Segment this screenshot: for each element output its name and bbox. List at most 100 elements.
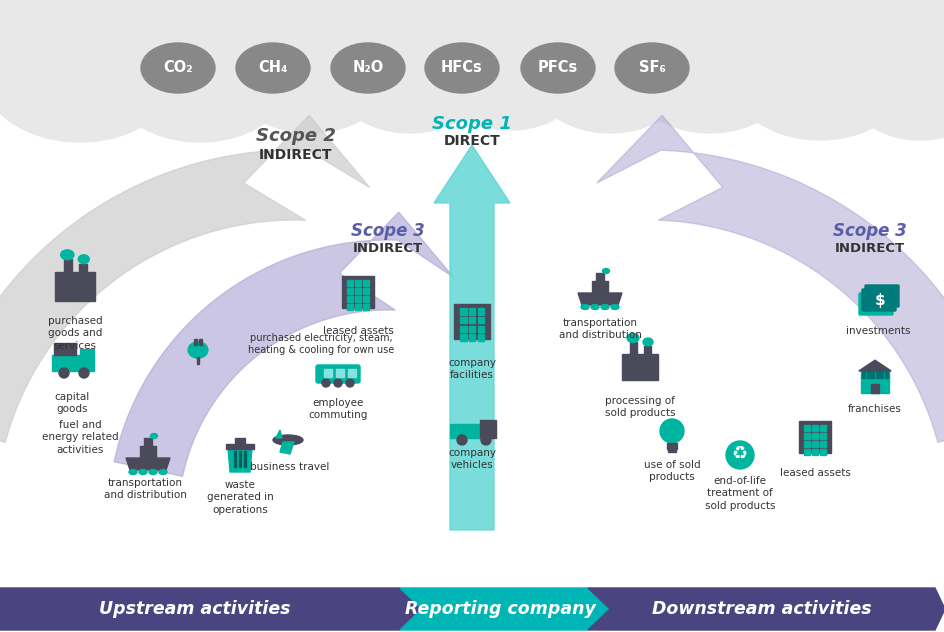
Ellipse shape [78,255,89,264]
Text: PFCs: PFCs [537,61,578,75]
Bar [880,371,882,378]
Text: ♻: ♻ [732,446,748,464]
Bar [449,424,480,438]
Text: use of sold
products: use of sold products [643,460,700,482]
Bar [336,369,344,377]
Circle shape [333,379,342,387]
Bar [866,371,868,378]
Text: purchased
goods and
services: purchased goods and services [47,316,102,351]
Bar [477,325,483,332]
Text: franchises: franchises [847,404,901,414]
Text: Scope 1: Scope 1 [431,115,512,133]
Bar [803,433,809,439]
Bar [477,334,483,341]
Polygon shape [596,115,944,442]
Bar [197,357,198,365]
Ellipse shape [839,10,944,140]
Text: DIRECT: DIRECT [443,134,499,148]
Ellipse shape [626,334,638,343]
Ellipse shape [521,0,677,90]
Bar [342,276,374,308]
Ellipse shape [236,43,310,93]
Bar [346,288,353,294]
Text: Upstream activities: Upstream activities [99,600,291,618]
Bar [799,421,830,453]
Text: INDIRECT: INDIRECT [259,148,332,162]
Ellipse shape [611,305,618,310]
Text: processing of
sold products: processing of sold products [604,396,675,418]
Text: waste
generated in
operations: waste generated in operations [207,480,273,515]
Ellipse shape [155,0,325,98]
Bar [347,369,356,377]
Text: investments: investments [845,326,909,336]
Ellipse shape [139,470,147,475]
Bar [591,281,607,294]
Ellipse shape [273,435,303,445]
Text: CH₄: CH₄ [258,61,287,75]
Bar [346,296,353,302]
Ellipse shape [188,342,208,358]
Text: CO₂: CO₂ [163,61,193,75]
Bar [55,272,94,301]
Bar [198,339,201,344]
Bar [346,304,353,310]
Bar [362,304,368,310]
Ellipse shape [425,43,498,93]
Ellipse shape [328,7,492,133]
Bar [875,371,878,378]
Ellipse shape [0,0,130,110]
Bar [244,451,245,467]
Ellipse shape [225,3,395,133]
Ellipse shape [255,0,405,82]
Text: leased assets: leased assets [322,326,393,336]
Bar [860,377,888,392]
Bar [803,449,809,455]
Text: leased assets: leased assets [779,468,850,478]
Circle shape [346,379,354,387]
Text: HFCs: HFCs [441,61,482,75]
Bar [468,317,475,324]
Ellipse shape [520,43,595,93]
Ellipse shape [149,470,157,475]
Ellipse shape [129,470,137,475]
Polygon shape [228,448,252,472]
Ellipse shape [869,0,944,95]
Ellipse shape [330,43,405,93]
Bar [811,449,818,455]
FancyBboxPatch shape [858,293,892,315]
Ellipse shape [624,3,794,133]
Ellipse shape [528,7,691,133]
Bar [194,339,197,344]
Bar [621,354,657,380]
Bar [884,371,886,378]
Ellipse shape [610,0,769,88]
Polygon shape [0,588,422,630]
Ellipse shape [150,434,158,439]
Bar [239,451,241,467]
Bar [477,308,483,315]
FancyBboxPatch shape [861,289,895,311]
Bar [362,296,368,302]
Circle shape [457,435,466,445]
Polygon shape [399,588,610,630]
Text: transportation
and distribution: transportation and distribution [104,478,186,501]
Ellipse shape [50,0,229,90]
Text: $: $ [874,293,885,308]
Bar [460,317,466,324]
Text: company
facilities: company facilities [447,358,496,380]
Bar [862,371,864,378]
Ellipse shape [430,6,589,130]
Bar [460,334,466,341]
Bar [803,441,809,447]
Ellipse shape [342,0,497,90]
Ellipse shape [434,0,584,82]
Bar [630,342,636,356]
Bar [460,325,466,332]
Circle shape [725,441,753,469]
Polygon shape [114,212,453,477]
Bar [811,433,818,439]
Text: INDIRECT: INDIRECT [834,242,904,255]
Bar [477,317,483,324]
Polygon shape [276,430,281,438]
Text: company
vehicles: company vehicles [447,448,496,470]
